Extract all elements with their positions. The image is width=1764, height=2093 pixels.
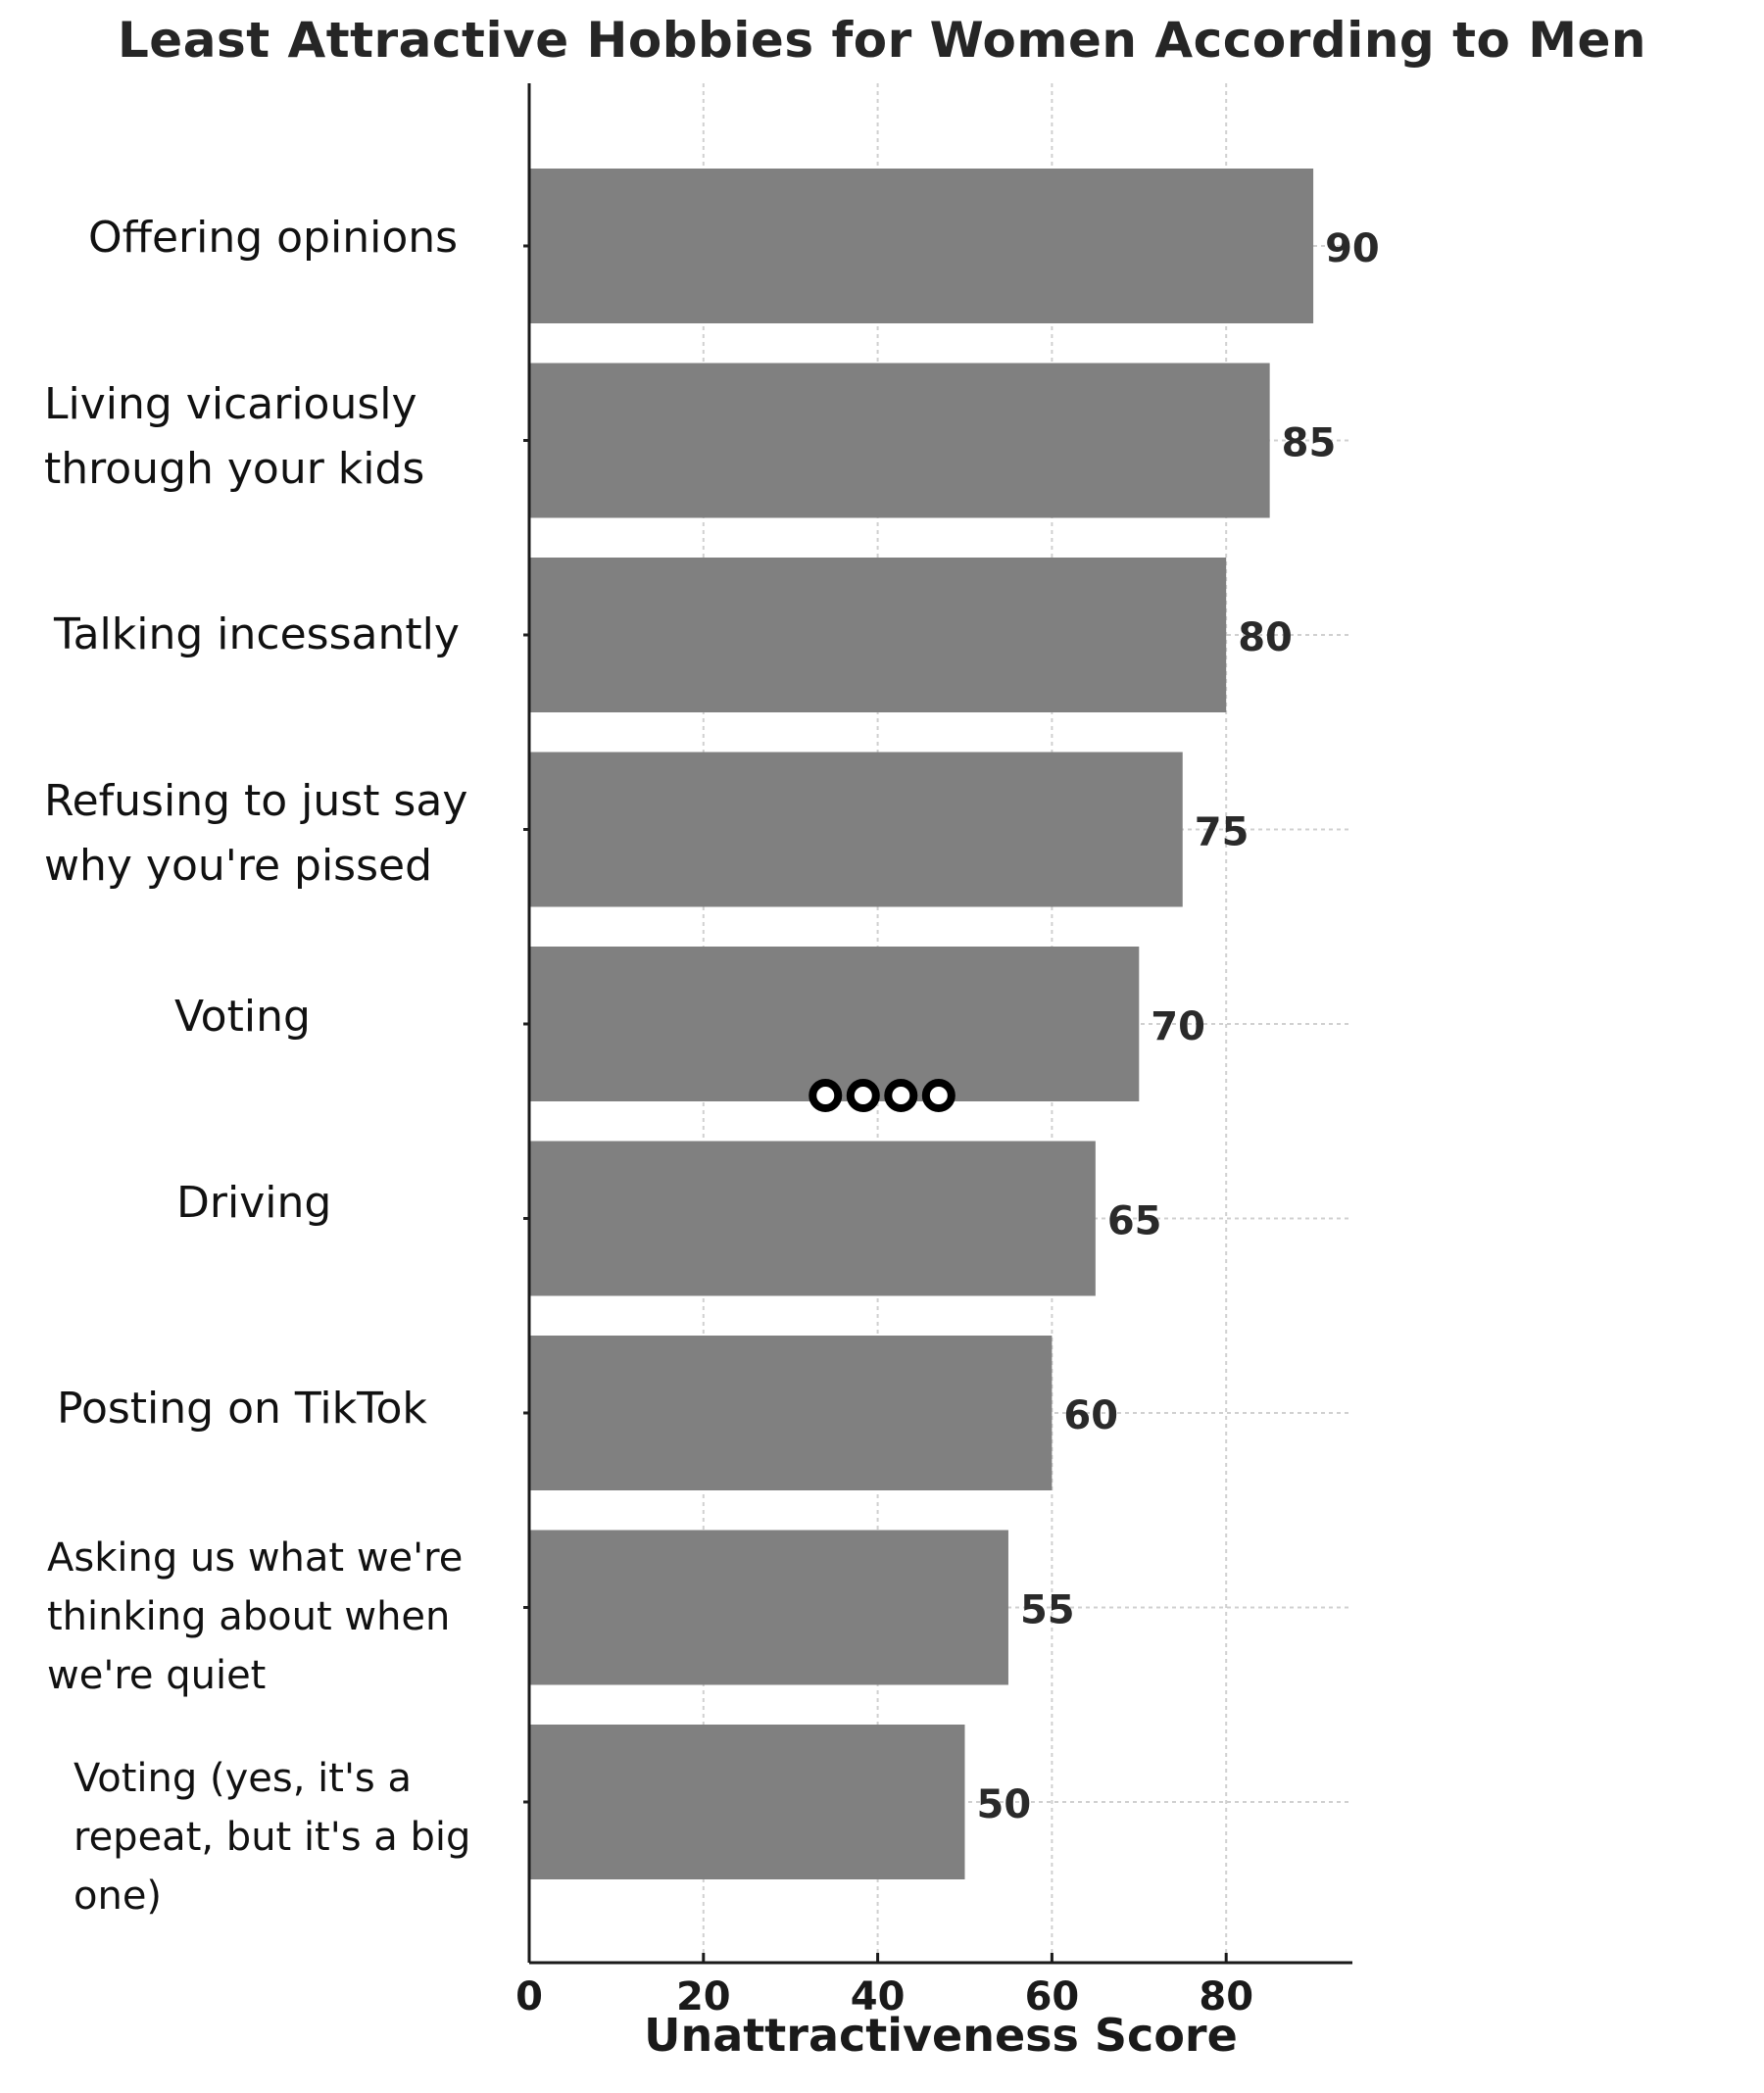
bar-value-label: 55 bbox=[1020, 1588, 1075, 1633]
category-label: Posting on TikTok bbox=[57, 1384, 427, 1434]
category-label: Living vicariously through your kids bbox=[44, 379, 425, 494]
bar bbox=[529, 752, 1183, 907]
category-label: Talking incessantly bbox=[54, 609, 460, 659]
bar bbox=[529, 1336, 1053, 1490]
bar bbox=[529, 1725, 965, 1879]
bar bbox=[529, 169, 1314, 323]
x-tick-label: 20 bbox=[676, 1974, 731, 2020]
bar-value-label: 80 bbox=[1238, 615, 1293, 660]
x-tick-label: 40 bbox=[851, 1974, 906, 2020]
ring-icon bbox=[884, 1079, 918, 1112]
x-tick-label: 80 bbox=[1199, 1974, 1253, 2020]
category-label: Refusing to just say why you're pissed bbox=[44, 776, 468, 891]
bar-value-label: 75 bbox=[1195, 810, 1250, 855]
ring-icon bbox=[808, 1079, 843, 1112]
ring-chain-icon bbox=[808, 1079, 956, 1112]
bar-value-label: 85 bbox=[1282, 421, 1337, 466]
chart-title: Least Attractive Hobbies for Women Accor… bbox=[117, 12, 1647, 69]
x-tick-label: 0 bbox=[515, 1974, 543, 2020]
bar bbox=[529, 1141, 1096, 1296]
bar-value-label: 70 bbox=[1151, 1004, 1205, 1049]
category-label: Voting (yes, it's a repeat, but it's a b… bbox=[74, 1756, 471, 1919]
category-label: Driving bbox=[176, 1178, 332, 1228]
bar-value-label: 50 bbox=[977, 1782, 1032, 1827]
category-label: Voting bbox=[174, 992, 311, 1042]
bar bbox=[529, 1530, 1008, 1685]
bar-value-label: 60 bbox=[1063, 1393, 1118, 1438]
x-tick-label: 60 bbox=[1025, 1974, 1080, 2020]
ring-icon bbox=[921, 1079, 956, 1112]
bar-value-label: 65 bbox=[1107, 1199, 1162, 1244]
category-label: Asking us what we're thinking about when… bbox=[47, 1535, 464, 1698]
bar bbox=[529, 363, 1270, 518]
ring-icon bbox=[846, 1079, 880, 1112]
category-label: Offering opinions bbox=[88, 213, 459, 263]
bar bbox=[529, 558, 1227, 712]
bar bbox=[529, 947, 1140, 1101]
x-axis-label: Unattractiveness Score bbox=[644, 2009, 1238, 2062]
bar-value-label: 90 bbox=[1325, 226, 1380, 271]
